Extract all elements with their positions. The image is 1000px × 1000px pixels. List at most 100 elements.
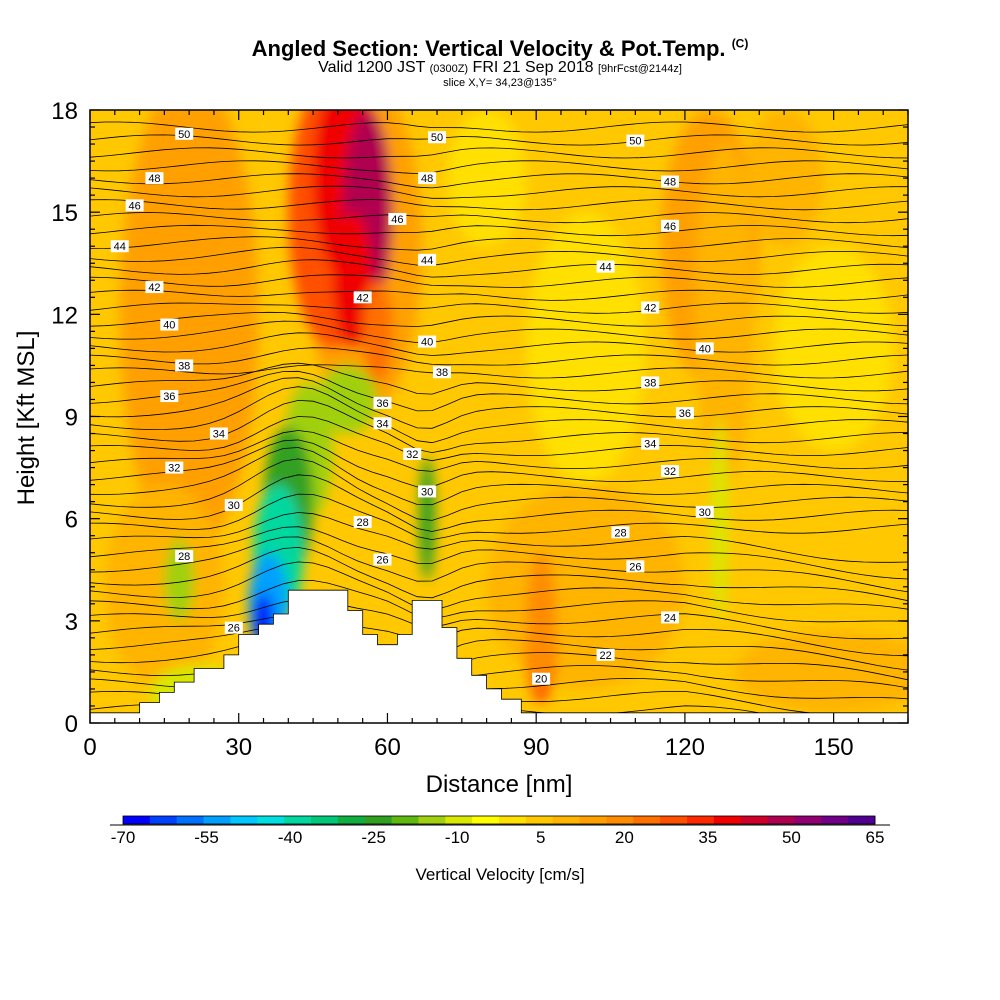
y-tick-label: 9	[65, 405, 78, 432]
isentrope-label-text: 42	[357, 292, 369, 304]
isentrope-label-text: 30	[228, 500, 240, 512]
colorbar-swatch	[848, 816, 876, 824]
y-tick-label: 15	[51, 200, 78, 227]
isentrope-line	[90, 493, 908, 541]
colorbar-swatch	[794, 816, 822, 824]
isentrope-label: 30	[695, 505, 714, 519]
isentrope-label: 44	[110, 240, 129, 253]
isentrope-label: 44	[596, 260, 615, 274]
colorbar-swatch	[740, 816, 769, 824]
isentrope-line	[90, 173, 908, 189]
isentrope-label-box	[641, 301, 660, 314]
isentrope-label-text: 28	[357, 517, 369, 529]
isentrope-label-text: 22	[599, 650, 611, 662]
isentrope-label-text: 28	[178, 551, 190, 563]
isentrope-label-text: 38	[178, 360, 190, 372]
colorbar-swatch	[499, 816, 527, 824]
isentrope-line	[90, 259, 908, 278]
isentrope-label-box	[403, 447, 422, 460]
isentrope-label-text: 20	[535, 674, 547, 686]
isentrope-label-box	[224, 621, 243, 634]
isentrope-label-box	[353, 516, 372, 529]
isentrope-label-box	[209, 427, 228, 440]
isentrope-label-text: 48	[421, 173, 433, 185]
isentrope-label-text: 50	[178, 129, 190, 141]
isentrope-line	[90, 447, 908, 506]
isentrope-label-box	[125, 199, 144, 212]
isentrope-label: 34	[373, 417, 392, 430]
isentrope-label: 20	[532, 672, 551, 686]
isentrope-label: 28	[611, 526, 630, 539]
isentrope-line	[90, 274, 908, 288]
isentrope-label-box	[388, 212, 407, 225]
isentrope-label-text: 48	[664, 177, 676, 189]
isentrope-label: 50	[626, 134, 645, 148]
colorbar-title: Vertical Velocity [cm/s]	[415, 865, 584, 884]
colorbar-border	[122, 815, 876, 825]
isentrope-line	[90, 561, 908, 611]
slice-info: slice X,Y= 34,23@135°	[443, 77, 557, 89]
isentrope-label: 34	[641, 437, 660, 451]
colorbar-swatch	[284, 816, 312, 824]
isentrope-label: 24	[661, 611, 680, 624]
isentrope-label-text: 40	[699, 343, 711, 355]
isentrope-line	[90, 121, 908, 133]
colorbar-swatch	[633, 816, 661, 824]
isentrope-label-box	[160, 390, 179, 403]
isentrope-label-text: 34	[213, 429, 225, 441]
velocity-cell	[486, 484, 685, 689]
isentrope-line	[90, 332, 908, 356]
isentrope-label-box	[373, 417, 392, 430]
isentrope-label-text: 46	[664, 221, 676, 233]
colorbar-tick-label: 20	[615, 828, 634, 847]
y-tick-label: 18	[51, 98, 78, 125]
colorbar-swatch	[364, 816, 393, 824]
isentrope-label-text: 44	[421, 255, 433, 267]
isentrope-line	[90, 416, 908, 462]
plot-area: 50 48 46 44 42 40 38 36 34 32 30 28 26 50 48 46 44 42 40 38…	[90, 110, 908, 723]
isentrope-label: 26	[224, 621, 243, 635]
isentrope-label-box	[661, 464, 680, 477]
velocity-cell	[774, 246, 894, 451]
isentrope-label: 44	[418, 253, 437, 267]
isentrope-line	[90, 546, 908, 602]
isentrope-label: 22	[596, 648, 615, 662]
isentrope-label-box	[695, 342, 714, 355]
y-tick-label: 12	[51, 302, 78, 329]
isentrope-label: 36	[373, 396, 392, 410]
isentrope-line	[90, 236, 908, 251]
isentrope-label: 40	[695, 342, 714, 355]
velocity-cell	[332, 212, 373, 349]
isentrope-line	[90, 458, 908, 521]
isentrope-label-text: 30	[421, 486, 433, 498]
isentrope-label: 38	[432, 366, 451, 379]
isentrope-label: 42	[353, 291, 372, 304]
valid-time: Valid 1200 JST (0300Z) FRI 21 Sep 2018 […	[0, 59, 1000, 78]
isentrope-label: 48	[145, 172, 164, 185]
isentrope-label: 32	[403, 447, 422, 461]
isentrope-label: 32	[165, 461, 184, 475]
colorbar-swatch	[230, 816, 258, 824]
isentrope-label-box	[418, 172, 437, 185]
velocity-cell	[526, 552, 557, 689]
isentrope-label-box	[641, 376, 660, 389]
isentrope-line	[90, 147, 908, 159]
isentrope-label-box	[145, 172, 164, 185]
isentrope-line	[90, 212, 908, 224]
isentrope-label-box	[373, 553, 392, 566]
isentrope-label-box	[110, 240, 129, 253]
isentrope-label-box	[432, 366, 451, 379]
y-tick-label: 3	[65, 609, 78, 636]
isentrope-label-text: 44	[114, 241, 126, 253]
y-tick-label: 0	[65, 711, 78, 738]
colorbar-swatch	[821, 816, 849, 824]
isentrope-label-text: 38	[644, 377, 656, 389]
isentrope-line	[90, 512, 908, 563]
isentrope-label: 48	[661, 175, 680, 189]
isentrope-line	[90, 199, 908, 211]
colorbar-swatch	[552, 816, 581, 824]
isentrope-label: 50	[175, 127, 194, 141]
isentrope-label: 50	[428, 131, 447, 144]
isentrope-label-text: 34	[644, 439, 656, 451]
